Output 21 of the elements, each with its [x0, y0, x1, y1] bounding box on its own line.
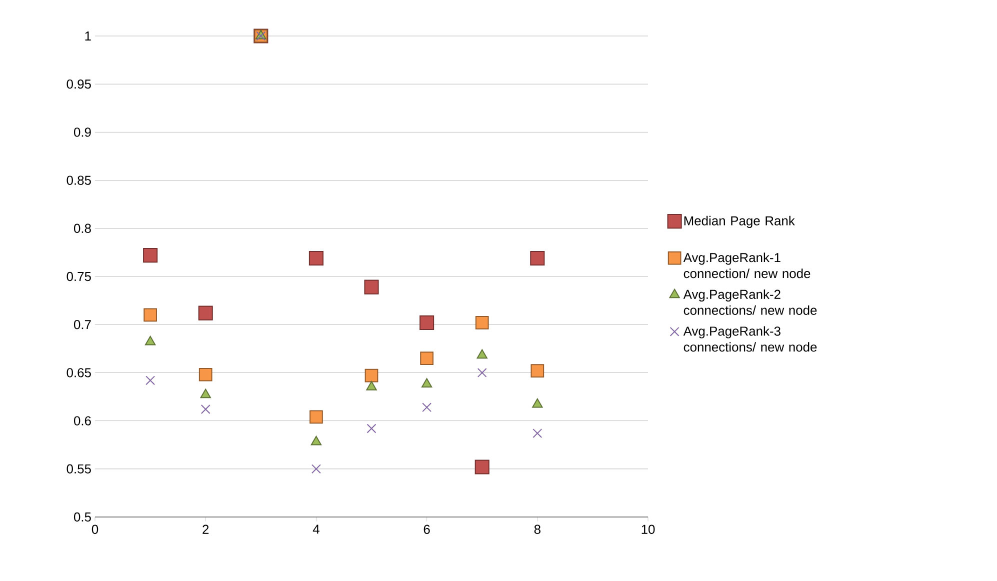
legend-label: Avg.PageRank-3 connections/ new node	[683, 326, 817, 352]
x-tick-label: 8	[534, 524, 540, 534]
legend-label: Avg.PageRank-2 connections/ new node	[683, 289, 817, 315]
y-tick-label: 0.65	[66, 368, 91, 378]
x-tick-label: 0	[92, 524, 98, 534]
y-tick-label: 0.5	[74, 512, 91, 522]
legend-label: Median Page Rank	[684, 216, 795, 228]
y-tick-label: 0.6	[74, 416, 91, 426]
x-tick-label: 2	[202, 524, 209, 534]
y-tick-label: 0.95	[66, 80, 91, 89]
x-tick-label: 4	[312, 524, 320, 534]
y-tick-label: 0.75	[66, 272, 91, 282]
y-tick-label: 0.8	[74, 224, 91, 233]
y-tick-label: 0.9	[74, 128, 91, 137]
x-tick-label: 6	[424, 524, 430, 534]
x-tick-label: 10	[642, 524, 655, 534]
y-tick-label: 0.55	[66, 464, 91, 474]
legend-label: Avg.PageRank-1 connection/ new node	[683, 252, 810, 278]
y-tick-label: 1	[85, 32, 91, 40]
y-tick-label: 0.85	[66, 176, 91, 185]
y-tick-label: 0.7	[74, 320, 91, 330]
